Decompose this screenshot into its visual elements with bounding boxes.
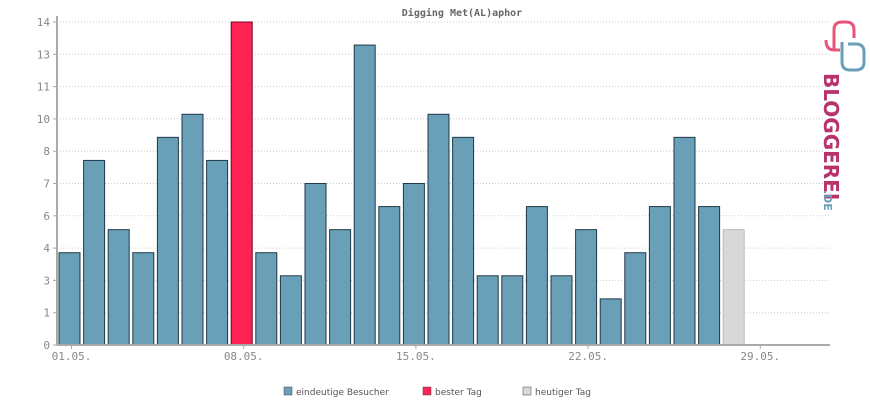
bar-21.05. — [550, 275, 573, 346]
legend-label: bester Tag — [435, 388, 482, 398]
bar-24.05. — [624, 252, 647, 346]
bar-05.05. — [156, 136, 179, 346]
y-tick-label: 10 — [37, 113, 50, 126]
bar-11.05. — [304, 183, 327, 346]
bar-02.05. — [83, 159, 106, 346]
bar-04.05. — [132, 252, 155, 346]
logo-wordmark: BLOGGEREI — [819, 73, 843, 200]
x-axis-ticks: 01.05. 08.05. 15.05. 22.05. 29.05. — [52, 345, 780, 363]
bar-07.05. — [206, 159, 229, 346]
x-tick-label: 01.05. — [52, 350, 92, 363]
legend-swatch — [422, 386, 432, 396]
bar-03.05. — [107, 229, 130, 346]
bars — [58, 21, 745, 346]
bar-26.05. — [673, 136, 696, 346]
logo-icon — [824, 20, 866, 72]
logo-suffix: .DE — [821, 190, 834, 211]
y-tick-label: 7 — [43, 178, 50, 191]
bar-01.05. — [58, 252, 81, 346]
bar-18.05. — [476, 275, 499, 346]
bar-25.05. — [648, 206, 671, 346]
y-tick-label: 4 — [43, 242, 50, 255]
legend-swatch — [283, 386, 293, 396]
bar-09.05. — [255, 252, 278, 346]
y-tick-label: 11 — [37, 81, 50, 94]
bar-28.05. — [722, 229, 745, 346]
x-tick-label: 15.05. — [396, 350, 436, 363]
bar-13.05. — [353, 44, 376, 346]
axes — [56, 16, 830, 346]
legend: eindeutige Besucher bester Tag heutiger Ta… — [283, 386, 591, 398]
bar-17.05. — [452, 136, 475, 346]
y-tick-label: 1 — [43, 307, 50, 320]
x-tick-label: 08.05. — [224, 350, 264, 363]
bar-15.05. — [402, 183, 425, 346]
bloggerei-logo[interactable]: BLOGGEREI .DE — [819, 20, 866, 211]
legend-swatch — [522, 386, 532, 396]
bar-27.05. — [698, 206, 721, 346]
bar-22.05. — [575, 229, 598, 346]
bar-16.05. — [427, 113, 450, 346]
y-tick-label: 3 — [43, 274, 50, 287]
bar-10.05. — [279, 275, 302, 346]
y-tick-label: 0 — [43, 339, 50, 352]
y-tick-label: 13 — [37, 48, 50, 61]
y-tick-label: 6 — [43, 210, 50, 223]
chart-title: Digging Met(AL)aphor — [402, 7, 522, 19]
y-tick-label: 14 — [37, 16, 51, 29]
bar-06.05. — [181, 113, 204, 346]
legend-label: heutiger Tag — [535, 388, 591, 398]
bar-14.05. — [378, 206, 401, 346]
bar-08.05. — [230, 21, 253, 346]
bar-19.05. — [501, 275, 524, 346]
bar-23.05. — [599, 298, 622, 346]
y-tick-label: 8 — [43, 145, 50, 158]
x-tick-label: 29.05. — [740, 350, 780, 363]
bar-20.05. — [525, 206, 548, 346]
bar-12.05. — [329, 229, 352, 346]
x-tick-label: 22.05. — [568, 350, 608, 363]
legend-label: eindeutige Besucher — [296, 388, 389, 398]
